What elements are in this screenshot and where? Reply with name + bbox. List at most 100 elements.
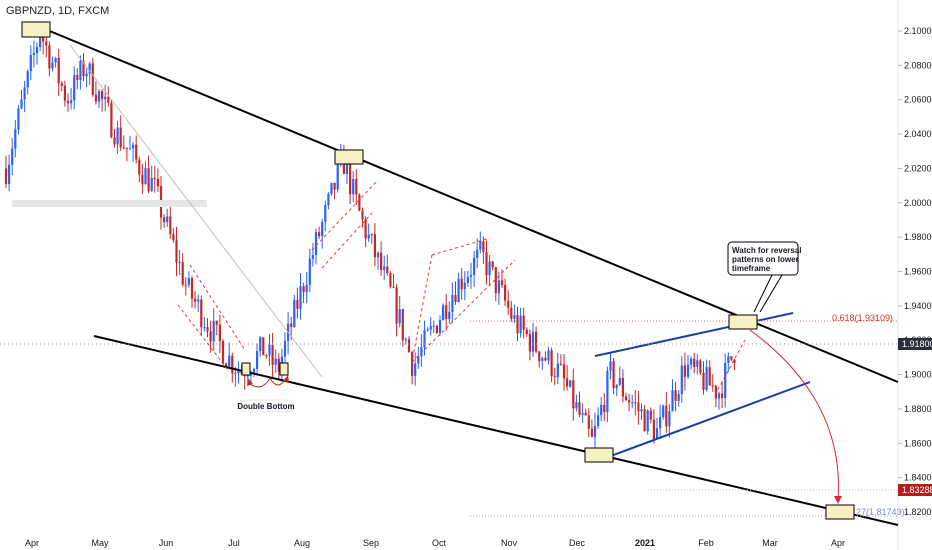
candle-body — [113, 137, 116, 145]
candle-body — [190, 278, 194, 299]
candle-body — [45, 41, 48, 46]
candle-body — [194, 298, 197, 302]
candle-body — [649, 410, 652, 420]
candle-body — [376, 252, 380, 258]
candle-body — [42, 36, 45, 42]
y-tick-label: 2.10000 — [904, 26, 932, 36]
candle-body — [169, 216, 172, 235]
y-tick-label: 1.98000 — [904, 232, 932, 242]
candle-body — [631, 402, 634, 404]
candle-body — [640, 409, 643, 412]
candle-body — [714, 385, 717, 399]
candle-body — [302, 286, 305, 293]
candle-body — [206, 327, 209, 332]
candle-body — [8, 164, 11, 184]
candle-body — [299, 286, 302, 309]
candle-body — [32, 53, 35, 55]
candle-body — [609, 361, 612, 371]
candle-body — [246, 375, 249, 377]
candle-body — [401, 309, 404, 341]
candle-body — [398, 309, 401, 324]
candle-body — [497, 280, 500, 294]
x-tick-label: Aug — [294, 538, 310, 548]
candle-body — [566, 378, 569, 387]
candle-body — [702, 372, 705, 390]
y-tick-label: 2.06000 — [904, 95, 932, 105]
candle-body — [150, 177, 153, 192]
candle-body — [370, 233, 373, 235]
candle-body — [380, 252, 383, 270]
candle-body — [39, 36, 42, 47]
candle-body — [655, 428, 659, 440]
candle-body — [426, 329, 429, 331]
candle-body — [513, 315, 516, 319]
candle-body — [457, 278, 460, 303]
candle-body — [11, 148, 14, 165]
callout-line-2: patterns on lower — [732, 255, 799, 264]
candle-body — [708, 367, 711, 386]
candle-body — [485, 252, 488, 276]
candle-body — [135, 144, 138, 160]
candle-body — [668, 411, 671, 427]
candle-body — [442, 305, 445, 320]
candle-body — [662, 405, 665, 418]
guide-line — [69, 44, 323, 378]
candle-body — [57, 57, 60, 84]
candle-body — [463, 282, 466, 290]
callout-line-1: Watch for reversal — [732, 246, 802, 255]
candle-body — [48, 45, 51, 69]
candle-body — [721, 393, 724, 399]
candle-body — [600, 404, 603, 416]
candle-body — [438, 319, 442, 334]
candle-body — [643, 409, 646, 432]
candle-body — [70, 100, 73, 104]
candle-body — [717, 393, 721, 399]
candle-body — [624, 396, 628, 401]
candle-body — [562, 364, 566, 379]
candle-body — [364, 219, 367, 239]
candle-body — [66, 100, 70, 104]
candle-body — [147, 168, 150, 192]
candle-body — [82, 60, 85, 77]
candle-body — [659, 417, 662, 429]
candle-body — [730, 356, 733, 360]
candle-body — [79, 60, 82, 80]
candle-body — [634, 402, 637, 404]
pattern-line-4 — [321, 212, 373, 269]
y-tick-label: 2.00000 — [904, 198, 932, 208]
candle-body — [327, 193, 330, 206]
candle-body — [696, 360, 699, 367]
candle-body — [54, 57, 57, 63]
candle-body — [215, 320, 218, 325]
resistance-zone — [12, 200, 207, 207]
x-tick-label: Apr — [25, 538, 39, 548]
candle-body — [104, 96, 107, 100]
candle-body — [35, 46, 39, 54]
candle-body — [488, 261, 491, 276]
candle-body — [271, 344, 274, 365]
double-bottom-arrowhead-left — [247, 378, 253, 386]
candle-body — [283, 340, 287, 357]
x-axis: Apr May Jun Jul Aug Sep Oct Nov Dec 2021 Feb Mar Apr — [25, 538, 845, 548]
current-price-badge-text: 1.91800 — [902, 339, 932, 349]
candle-body — [187, 278, 190, 285]
candle-body — [705, 367, 708, 390]
candle-body — [91, 63, 94, 95]
candle-body — [221, 340, 225, 364]
candle-body — [429, 326, 432, 330]
candle-body — [454, 294, 457, 303]
candle-body — [361, 210, 364, 220]
y-tick-label: 1.82000 — [904, 507, 932, 517]
candle-body — [612, 361, 615, 389]
candle-body — [76, 75, 79, 80]
candle-body — [677, 394, 680, 401]
candle-body — [531, 331, 535, 352]
highlight-db-2 — [279, 362, 289, 376]
candle-body — [383, 266, 386, 270]
candle-body — [293, 299, 296, 327]
candle-body — [556, 363, 559, 378]
candle-body — [637, 402, 640, 412]
highlight-aug-high — [334, 149, 364, 165]
candle-body — [593, 426, 597, 437]
